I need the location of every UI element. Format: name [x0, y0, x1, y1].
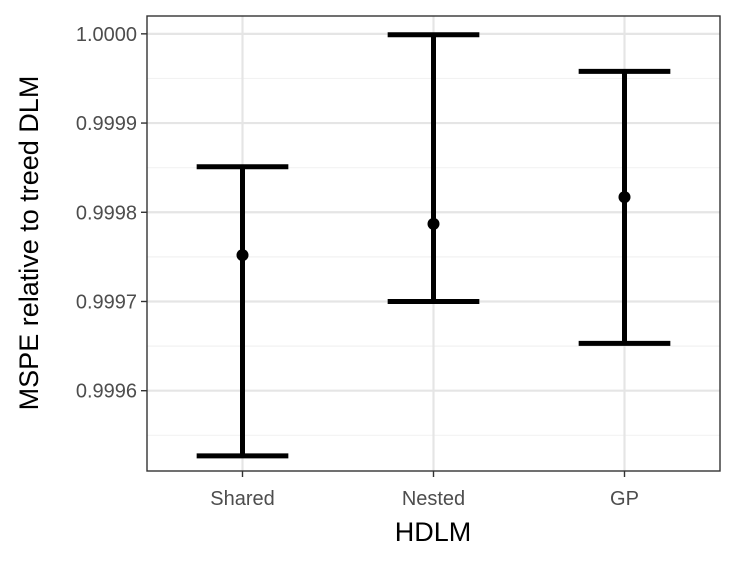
- axes: 0.9996 0.9997 0.9998 0.9999 1.0000 Shared Nest…: [76, 24, 639, 510]
- y-tick-label: 0.9998: [76, 202, 137, 224]
- y-tick-label: 0.9997: [76, 291, 137, 313]
- y-tick-label: 0.9999: [76, 113, 137, 135]
- y-tick-label: 1.0000: [76, 24, 137, 46]
- estimate-point: [427, 217, 440, 230]
- marks: [196, 32, 671, 459]
- x-tick-label: Shared: [210, 488, 275, 510]
- estimate-point: [618, 191, 631, 204]
- y-tick-label: 0.9996: [76, 381, 137, 403]
- x-axis-title: HDLM: [395, 517, 472, 547]
- x-tick-label: Nested: [402, 488, 465, 510]
- x-tick-label: GP: [610, 488, 639, 510]
- estimate-point: [236, 249, 249, 262]
- y-axis-title: MSPE relative to treed DLM: [14, 76, 44, 411]
